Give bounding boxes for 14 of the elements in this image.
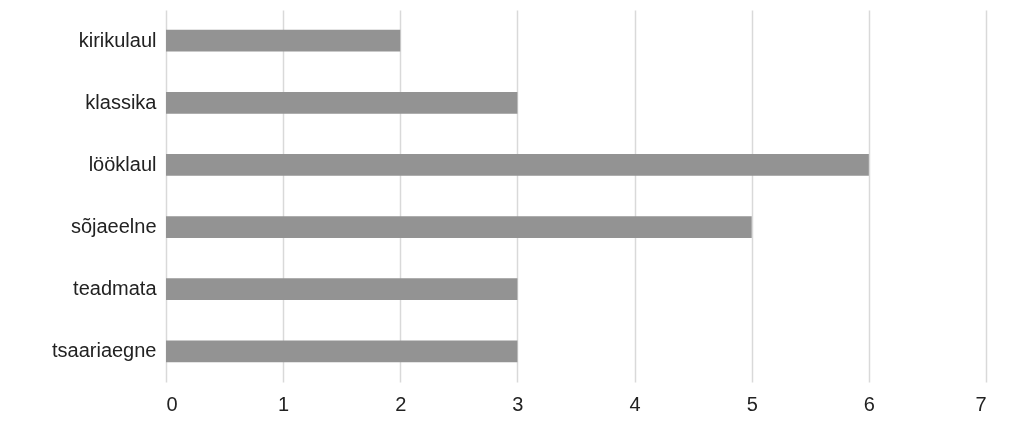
x-tick-label: 3 — [512, 392, 524, 415]
y-tick-label: kirikulaul — [78, 28, 157, 51]
x-tick-label: 5 — [746, 392, 758, 415]
x-tick-label: 7 — [975, 392, 987, 415]
x-tick-label: 6 — [863, 392, 875, 415]
y-tick-label: teadmata — [73, 277, 158, 300]
y-tick-label: tsaariaegne — [51, 339, 157, 362]
x-tick-label: 0 — [166, 392, 178, 415]
x-tick-label: 2 — [395, 392, 407, 415]
x-tick-label: 4 — [629, 392, 641, 415]
x-tick-label: 1 — [278, 392, 290, 415]
y-tick-label: klassika — [85, 90, 158, 113]
y-tick-label: lööklaul — [88, 152, 157, 175]
y-tick-label: sõjaeelne — [70, 215, 157, 238]
